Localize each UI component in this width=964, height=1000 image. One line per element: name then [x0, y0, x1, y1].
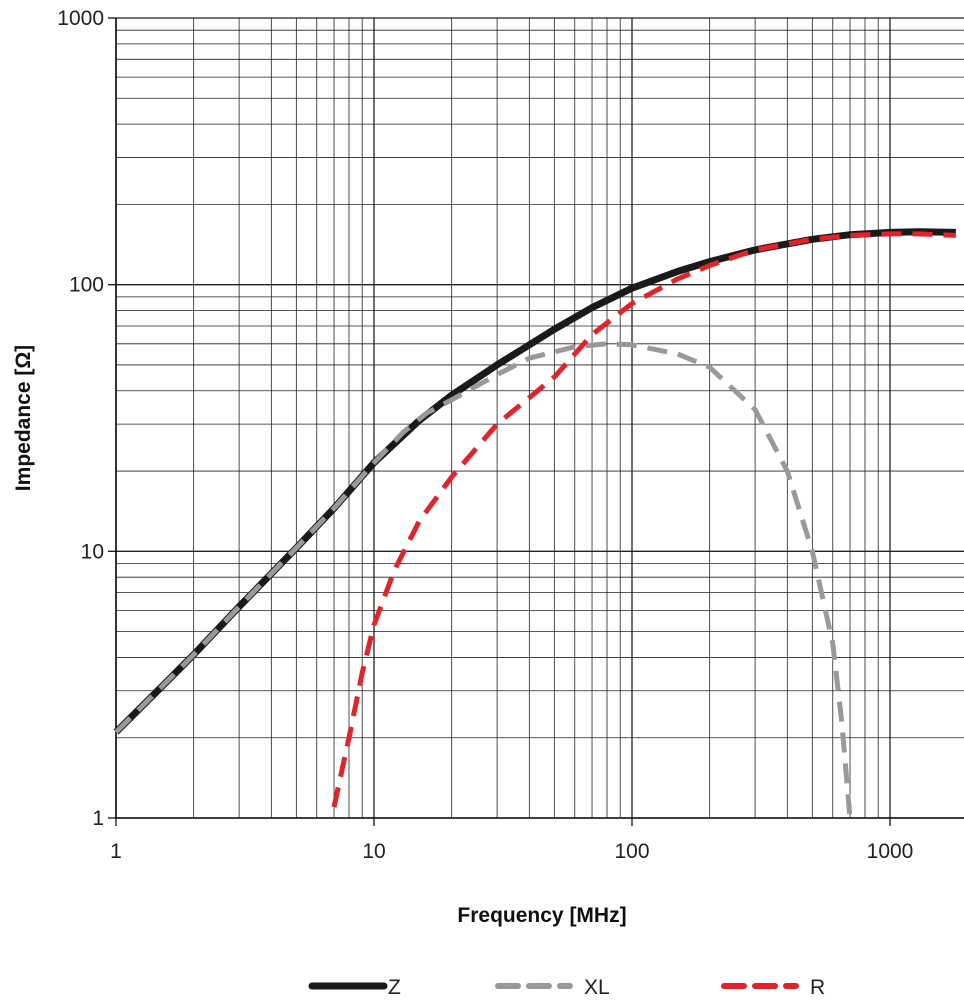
x-axis-title: Frequency [MHz] [457, 904, 626, 927]
legend-label-z: Z [388, 976, 401, 999]
y-tick-label: 1000 [57, 7, 104, 30]
grid [108, 17, 964, 826]
x-tick-label: 1000 [867, 840, 914, 863]
x-axis-label: Frequency [MHz] [457, 904, 626, 927]
y-tick-label: 100 [69, 274, 104, 297]
y-tick-label: 1 [92, 807, 104, 830]
x-tick-label: 100 [614, 840, 649, 863]
series-line-r [331, 231, 957, 808]
legend: Z XL R [308, 976, 825, 999]
y-axis-title: Impedance [Ω] [12, 345, 35, 491]
y-tick-label: 10 [81, 540, 104, 563]
tick-labels: 1 10 100 1000 1 10 100 1000 [57, 7, 913, 863]
x-tick-label: 10 [362, 840, 385, 863]
legend-label-xl: XL [584, 976, 610, 999]
y-axis-label: Impedance [Ω] [12, 345, 35, 491]
x-tick-label: 1 [110, 840, 122, 863]
legend-label-r: R [810, 976, 825, 999]
series-layer [113, 228, 957, 819]
series-line-xl [114, 341, 853, 819]
